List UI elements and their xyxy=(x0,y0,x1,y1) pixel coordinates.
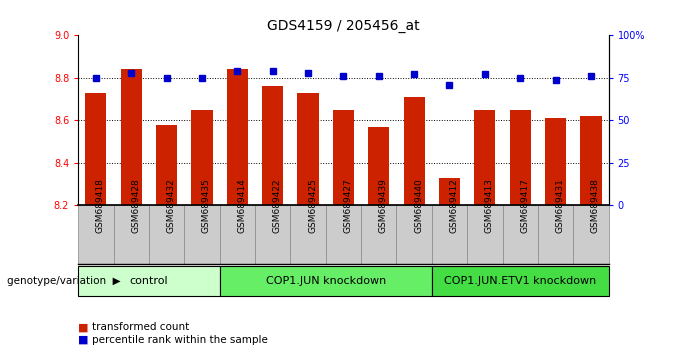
Text: GSM689414: GSM689414 xyxy=(237,178,246,233)
Text: GSM689425: GSM689425 xyxy=(308,178,317,233)
Bar xyxy=(120,69,142,205)
Text: percentile rank within the sample: percentile rank within the sample xyxy=(92,335,268,345)
Text: GSM689428: GSM689428 xyxy=(131,178,140,233)
Title: GDS4159 / 205456_at: GDS4159 / 205456_at xyxy=(267,19,420,33)
Bar xyxy=(439,178,460,205)
Text: GSM689422: GSM689422 xyxy=(273,178,282,233)
Text: ■: ■ xyxy=(78,322,88,332)
Bar xyxy=(226,69,248,205)
Bar xyxy=(85,93,107,205)
Text: transformed count: transformed count xyxy=(92,322,189,332)
Text: GSM689418: GSM689418 xyxy=(96,178,105,233)
Bar xyxy=(156,125,177,205)
Bar xyxy=(474,110,496,205)
Text: GSM689440: GSM689440 xyxy=(414,178,423,233)
Text: control: control xyxy=(130,275,168,286)
Bar xyxy=(262,86,284,205)
Bar xyxy=(509,110,531,205)
Text: GSM689413: GSM689413 xyxy=(485,178,494,233)
Bar xyxy=(333,110,354,205)
Text: GSM689427: GSM689427 xyxy=(343,178,352,233)
Text: ■: ■ xyxy=(78,335,88,345)
Text: GSM689438: GSM689438 xyxy=(591,178,600,233)
Text: GSM689431: GSM689431 xyxy=(556,178,564,233)
Bar xyxy=(545,118,566,205)
Bar xyxy=(580,116,602,205)
Bar xyxy=(297,93,319,205)
Text: COP1.JUN.ETV1 knockdown: COP1.JUN.ETV1 knockdown xyxy=(444,275,596,286)
Text: GSM689432: GSM689432 xyxy=(167,178,175,233)
Bar xyxy=(403,97,425,205)
Text: GSM689439: GSM689439 xyxy=(379,178,388,233)
Text: GSM689435: GSM689435 xyxy=(202,178,211,233)
Text: GSM689412: GSM689412 xyxy=(449,178,458,233)
Text: COP1.JUN knockdown: COP1.JUN knockdown xyxy=(266,275,386,286)
Text: GSM689417: GSM689417 xyxy=(520,178,529,233)
Bar xyxy=(368,127,390,205)
Bar xyxy=(191,110,213,205)
Text: genotype/variation  ▶: genotype/variation ▶ xyxy=(7,275,120,286)
